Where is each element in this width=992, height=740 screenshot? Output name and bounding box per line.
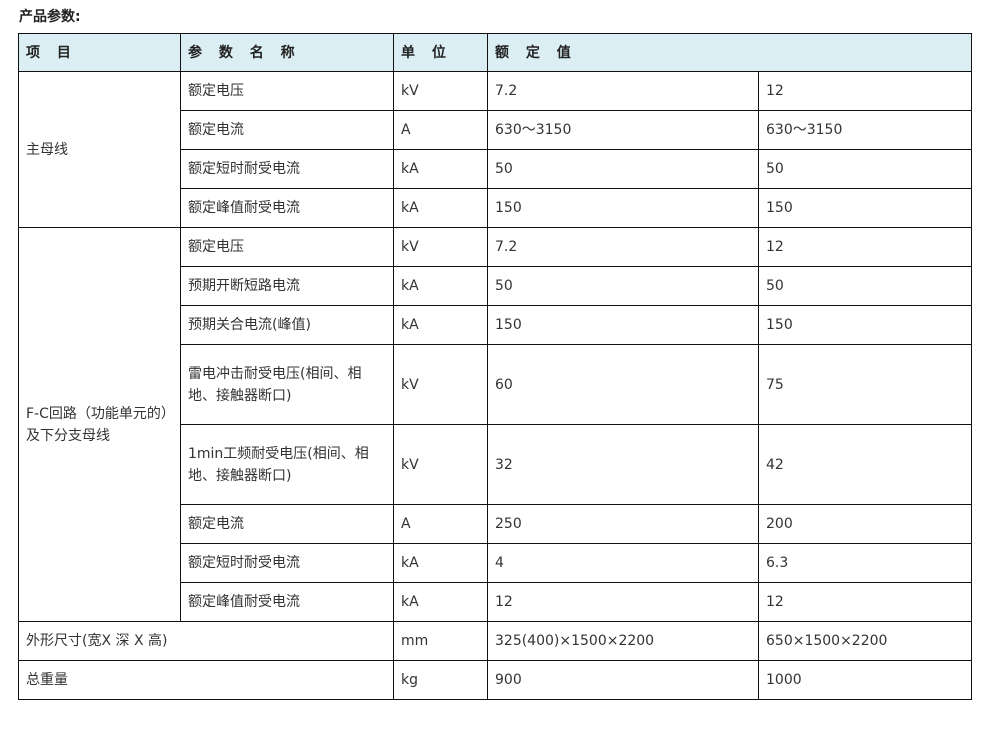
table-row: 预期关合电流(峰值) kA 150 150 xyxy=(19,305,972,345)
param-name: 额定电流 xyxy=(180,110,394,150)
value-12kv: 650×1500×2200 xyxy=(758,621,972,661)
table-row: 外形尺寸(宽X 深 X 高) mm 325(400)×1500×2200 650×15… xyxy=(18,621,972,661)
unit: kA xyxy=(393,188,488,228)
unit: A xyxy=(393,504,488,544)
unit: kA xyxy=(393,266,488,306)
unit: kA xyxy=(393,582,488,622)
table-row: 额定峰值耐受电流 kA 150 150 xyxy=(19,188,972,228)
value-12kv: 75 xyxy=(758,344,972,425)
value-12kv: 630～3150 xyxy=(758,110,972,150)
value-7-2kv: 630～3150 xyxy=(487,110,759,150)
unit: kV xyxy=(393,227,488,267)
header-unit: 单 位 xyxy=(393,33,488,72)
table-row: 总重量 kg 900 1000 xyxy=(18,660,972,700)
unit: A xyxy=(393,110,488,150)
section-title: 产品参数: xyxy=(19,9,81,25)
header-item: 项 目 xyxy=(18,33,181,72)
value-7-2kv: 7.2 xyxy=(487,71,759,111)
param-name: 额定峰值耐受电流 xyxy=(180,188,394,228)
group-label: 主母线 xyxy=(18,71,181,228)
group-label: F-C回路（功能单元的）及下分支母线 xyxy=(18,227,181,622)
param-name: 1min工频耐受电压(相间、相地、接触器断口) xyxy=(180,424,394,505)
unit: kg xyxy=(393,660,488,700)
product-parameters-table: 项 目 参 数 名 称 单 位 额 定 值 主母线 额定电压 kV 7.2 12 额定电流… xyxy=(18,33,972,700)
param-name: 额定短时耐受电流 xyxy=(180,149,394,189)
unit: kV xyxy=(393,424,488,505)
param-name: 额定电压 xyxy=(180,227,394,267)
value-12kv: 200 xyxy=(758,504,972,544)
table-row: 额定短时耐受电流 kA 4 6.3 xyxy=(19,543,972,583)
unit: kA xyxy=(393,305,488,345)
value-7-2kv: 12 xyxy=(487,582,759,622)
value-12kv: 1000 xyxy=(758,660,972,700)
unit: kV xyxy=(393,344,488,425)
unit: kA xyxy=(393,149,488,189)
table-header: 项 目 参 数 名 称 单 位 额 定 值 xyxy=(18,33,972,72)
param-name: 雷电冲击耐受电压(相间、相地、接触器断口) xyxy=(180,344,394,425)
param-name: 预期关合电流(峰值) xyxy=(180,305,394,345)
value-7-2kv: 7.2 xyxy=(487,227,759,267)
header-rated-value: 额 定 值 xyxy=(487,33,972,72)
value-7-2kv: 325(400)×1500×2200 xyxy=(487,621,759,661)
value-12kv: 50 xyxy=(758,266,972,306)
value-7-2kv: 32 xyxy=(487,424,759,505)
table-row: 额定短时耐受电流 kA 50 50 xyxy=(19,149,972,189)
value-12kv: 12 xyxy=(758,227,972,267)
value-12kv: 150 xyxy=(758,188,972,228)
value-12kv: 12 xyxy=(758,582,972,622)
value-12kv: 12 xyxy=(758,71,972,111)
param-name: 额定电流 xyxy=(180,504,394,544)
value-7-2kv: 150 xyxy=(487,188,759,228)
table-row: F-C回路（功能单元的）及下分支母线 额定电压 kV 7.2 12 xyxy=(18,227,972,622)
header-param-name: 参 数 名 称 xyxy=(180,33,394,72)
param-name: 总重量 xyxy=(18,660,394,700)
value-12kv: 50 xyxy=(758,149,972,189)
table-row: 主母线 额定电压 kV 7.2 12 xyxy=(18,71,972,228)
param-name: 预期开断短路电流 xyxy=(180,266,394,306)
value-7-2kv: 60 xyxy=(487,344,759,425)
unit: mm xyxy=(393,621,488,661)
value-7-2kv: 4 xyxy=(487,543,759,583)
value-7-2kv: 50 xyxy=(487,149,759,189)
value-12kv: 150 xyxy=(758,305,972,345)
value-12kv: 42 xyxy=(758,424,972,505)
param-name: 额定短时耐受电流 xyxy=(180,543,394,583)
unit: kV xyxy=(393,71,488,111)
param-name: 外形尺寸(宽X 深 X 高) xyxy=(18,621,394,661)
param-name: 额定峰值耐受电流 xyxy=(180,582,394,622)
unit: kA xyxy=(393,543,488,583)
value-7-2kv: 150 xyxy=(487,305,759,345)
table-row: 1min工频耐受电压(相间、相地、接触器断口) kV 32 42 xyxy=(19,424,972,505)
param-name: 额定电压 xyxy=(180,71,394,111)
value-7-2kv: 250 xyxy=(487,504,759,544)
value-7-2kv: 50 xyxy=(487,266,759,306)
value-12kv: 6.3 xyxy=(758,543,972,583)
value-7-2kv: 900 xyxy=(487,660,759,700)
